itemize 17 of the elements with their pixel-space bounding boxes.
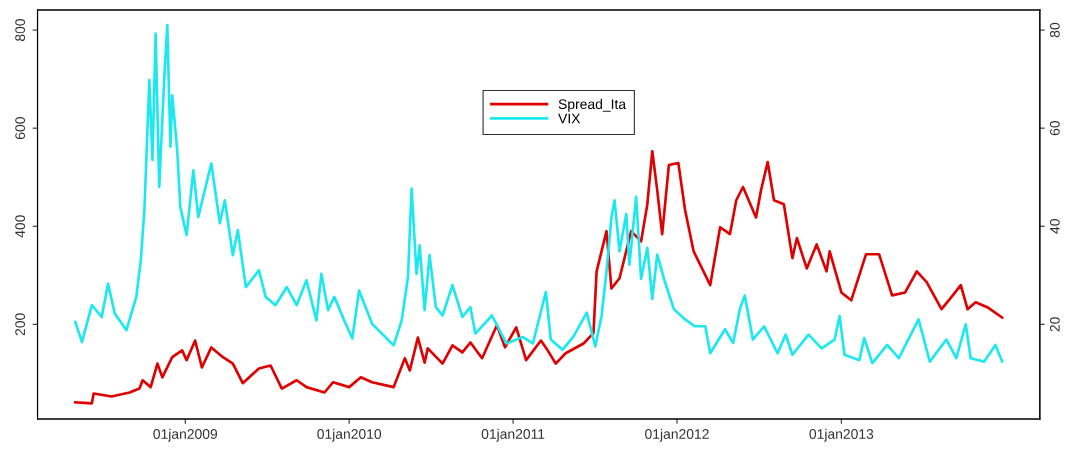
x-tick-label: 01jan2011 <box>481 428 545 442</box>
line-series <box>73 23 1004 365</box>
y-tick-label: 600 <box>15 117 26 140</box>
y2-tick-label: 60 <box>1049 120 1060 136</box>
x-tick-label: 01jan2010 <box>317 428 382 442</box>
y-tick-label: 400 <box>15 215 26 238</box>
y-tick-label: 800 <box>15 19 26 42</box>
y-tick-label: 200 <box>15 313 26 336</box>
legend-label: Spread_Ita <box>558 98 627 112</box>
legend-label: VIX <box>558 113 581 124</box>
y2-tick-label: 80 <box>1049 22 1060 38</box>
line-series <box>73 149 1004 405</box>
x-tick-label: 01jan2012 <box>645 428 709 442</box>
y2-tick-label: 20 <box>1049 317 1060 332</box>
y2-tick-label: 40 <box>1049 219 1060 234</box>
x-tick-label: 01jan2013 <box>809 428 874 442</box>
x-tick-label: 01jan2009 <box>153 428 218 442</box>
